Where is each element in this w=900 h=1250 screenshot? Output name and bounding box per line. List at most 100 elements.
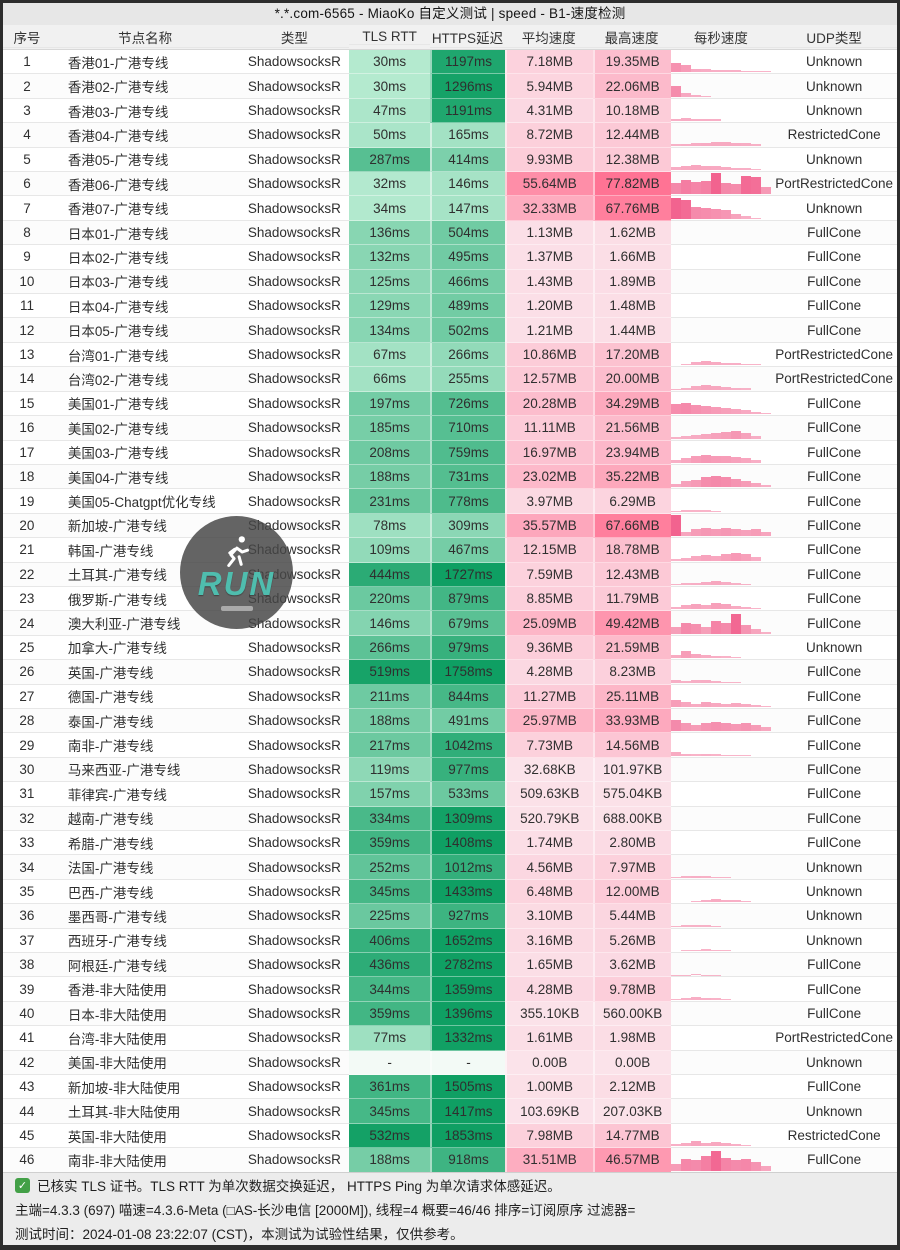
cell-index: 30 [3,758,51,783]
sparkline-bar [750,557,761,561]
cell-udp-type: FullCone [771,221,897,246]
sparkline-bar [680,702,691,707]
cell-avg-speed: 3.97MB [504,489,593,514]
cell-index: 33 [3,831,51,856]
cell-https-latency: 466ms [430,269,505,295]
cell-udp-type: FullCone [771,538,897,563]
cell-https-latency: 1853ms [430,1123,505,1149]
cell-protocol-type: ShadowsocksR [239,172,350,197]
speed-sparkline-cell [670,1026,772,1051]
speed-sparkline [670,1124,772,1147]
cell-index: 35 [3,880,51,905]
cell-https-latency: 710ms [430,416,505,441]
sparkline-bar [700,528,711,537]
cell-https-latency: 533ms [430,782,505,807]
sparkline-bar [710,209,721,219]
sparkline-bar [760,71,771,73]
speed-sparkline-cell [670,441,772,465]
cell-avg-speed: 4.28MB [504,977,593,1002]
speed-sparkline-cell [670,1148,772,1173]
sparkline-bar [730,478,741,488]
sparkline-bar [690,404,701,415]
column-header-type: 类型 [239,27,350,48]
cell-index: 22 [3,563,51,587]
table-row: 38 阿根廷-广港专线 ShadowsocksR 436ms 2782ms 1.65MB 3… [3,953,897,978]
sparkline-bar [700,876,711,878]
table-row: 19 美国05-Chatgpt优化专线 ShadowsocksR 231ms 778ms… [3,489,897,514]
table-row: 8 日本01-广港专线 ShadowsocksR 136ms 504ms 1.13MB 1.… [3,220,897,246]
cell-avg-speed: 1.21MB [504,318,593,343]
sparkline-bar [690,165,701,171]
table-row: 15 美国01-广港专线 ShadowsocksR 197ms 726ms 20.28MB… [3,391,897,417]
cell-udp-type: FullCone [771,294,897,319]
sparkline-bar [720,528,731,537]
sparkline-bar [710,925,721,927]
cell-https-latency: 844ms [430,684,505,709]
cell-avg-speed: 1.37MB [504,245,593,270]
cell-udp-type: FullCone [771,489,897,514]
cell-node-name: 香港02-广港专线 [50,74,240,99]
cell-udp-type: Unknown [771,1051,897,1076]
cell-protocol-type: ShadowsocksR [239,1026,350,1051]
cell-udp-type: FullCone [771,563,897,587]
speed-sparkline-cell [670,831,772,856]
cell-protocol-type: ShadowsocksR [239,74,350,99]
cell-udp-type: Unknown [771,636,897,661]
speed-sparkline-cell [670,1051,772,1076]
sparkline-bar [690,181,701,195]
cell-index: 20 [3,514,51,539]
sparkline-bar [740,433,751,439]
sparkline-bar [720,722,731,732]
cell-protocol-type: ShadowsocksR [239,1002,350,1027]
speed-sparkline [670,563,772,586]
sparkline-bar [680,481,691,488]
cell-avg-speed: 23.02MB [504,464,593,490]
cell-node-name: 美国05-Chatgpt优化专线 [50,489,240,514]
sparkline-bar [730,167,741,171]
cell-avg-speed: 1.65MB [504,953,593,978]
cell-max-speed: 9.78MB [592,977,671,1002]
cell-tls-rtt: 406ms [349,928,431,954]
sparkline-bar [670,62,681,73]
cell-udp-type: PortRestrictedCone [771,1026,897,1051]
table-row: 26 英国-广港专线 ShadowsocksR 519ms 1758ms 4.28MB 8.… [3,660,897,685]
cell-node-name: 美国01-广港专线 [50,392,240,417]
sparkline-bar [760,187,771,195]
table-body: 1 香港01-广港专线 ShadowsocksR 30ms 1197ms 7.18MB 19… [3,50,897,1173]
sparkline-bar [690,875,701,878]
sparkline-bar [740,624,751,634]
sparkline-bar [740,722,751,732]
cell-udp-type: PortRestrictedCone [771,367,897,392]
sparkline-bar [690,94,701,97]
cell-tls-rtt: 136ms [349,220,431,246]
table-row: 40 日本-非大陆使用 ShadowsocksR 359ms 1396ms 355.10K… [3,1001,897,1027]
cell-protocol-type: ShadowsocksR [239,807,350,831]
sparkline-bar [690,556,701,561]
cell-tls-rtt: 188ms [349,1148,431,1173]
cell-avg-speed: 7.18MB [504,50,593,75]
sparkline-bar [680,510,691,512]
cell-index: 4 [3,123,51,148]
cell-tls-rtt: 77ms [349,1026,431,1051]
cell-tls-rtt: 345ms [349,1099,431,1124]
cell-node-name: 香港05-广港专线 [50,148,240,173]
cell-https-latency: 2782ms [430,953,505,978]
cell-udp-type: Unknown [771,99,897,124]
cell-index: 19 [3,489,51,514]
sparkline-bar [720,476,731,488]
cell-node-name: 菲律宾-广港专线 [50,782,240,807]
sparkline-bar [690,362,701,366]
cell-index: 42 [3,1051,51,1076]
cell-max-speed: 1.48MB [592,294,671,319]
cell-tls-rtt: 32ms [349,172,431,197]
cell-node-name: 土耳其-非大陆使用 [50,1099,240,1124]
sparkline-bar [690,386,701,390]
speed-sparkline-cell [670,74,772,99]
sparkline-bar [670,483,681,488]
sparkline-bar [670,86,681,97]
cell-tls-rtt: 334ms [349,806,431,831]
cell-protocol-type: ShadowsocksR [239,660,350,685]
cell-tls-rtt: 78ms [349,513,431,539]
sparkline-bar [740,1158,751,1171]
sparkline-bar [710,721,721,732]
